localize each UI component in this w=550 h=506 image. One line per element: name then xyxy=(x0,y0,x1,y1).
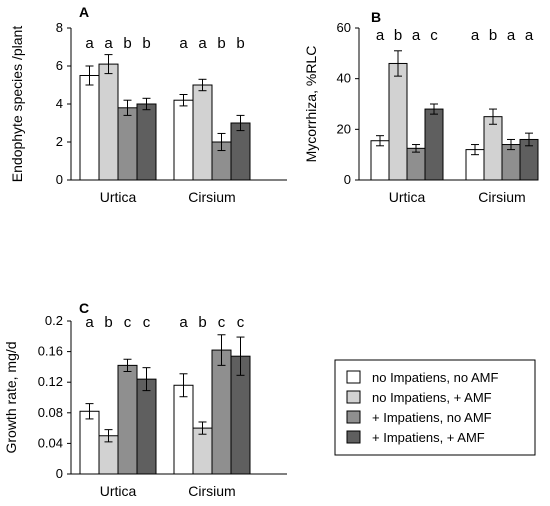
y-axis-label: Mycorrhiza, %RLC xyxy=(303,46,319,163)
significance-letter: a xyxy=(104,35,113,52)
x-category-label: Cirsium xyxy=(188,483,235,499)
bar xyxy=(136,378,157,475)
y-tick-label: 0.16 xyxy=(38,344,63,359)
legend-box xyxy=(334,359,536,456)
panel-label: B xyxy=(371,9,381,25)
significance-letter: b xyxy=(489,27,497,44)
significance-letter: a xyxy=(85,35,94,52)
legend-entry: no Impatiens, + AMF xyxy=(372,390,492,405)
x-category-label: Urtica xyxy=(100,483,137,499)
panel-label: A xyxy=(79,4,89,20)
bar xyxy=(173,99,194,181)
y-tick-label: 40 xyxy=(337,71,351,86)
y-tick-label: 0.08 xyxy=(38,405,63,420)
y-tick-label: 0.2 xyxy=(45,313,63,328)
bar xyxy=(98,63,119,181)
bar xyxy=(79,75,100,181)
y-tick-label: 0.04 xyxy=(38,435,63,450)
y-tick-label: 0.12 xyxy=(38,374,63,389)
y-tick-label: 0 xyxy=(56,172,63,187)
y-tick-label: 6 xyxy=(56,58,63,73)
significance-letter: a xyxy=(179,314,188,331)
significance-letter: b xyxy=(142,35,150,52)
significance-letter: a xyxy=(471,27,480,44)
legend-swatch xyxy=(346,370,361,384)
significance-letter: c xyxy=(143,314,151,331)
bar xyxy=(424,108,444,181)
legend-swatch xyxy=(346,430,361,444)
bar xyxy=(173,384,194,475)
y-tick-label: 0 xyxy=(344,172,351,187)
y-tick-label: 20 xyxy=(337,121,351,136)
significance-letter: a xyxy=(525,27,534,44)
y-tick-label: 2 xyxy=(56,134,63,149)
legend-entry: no Impatiens, no AMF xyxy=(372,370,499,385)
significance-letter: c xyxy=(430,27,438,44)
bar xyxy=(406,147,426,181)
bar xyxy=(211,349,232,475)
significance-letter: b xyxy=(198,314,206,331)
y-axis-label: Growth rate, mg/d xyxy=(3,341,19,453)
significance-letter: b xyxy=(236,35,244,52)
bar xyxy=(230,122,251,181)
y-tick-label: 0 xyxy=(56,466,63,481)
significance-letter: a xyxy=(412,27,421,44)
significance-letter: a xyxy=(179,35,188,52)
x-category-label: Cirsium xyxy=(478,189,525,205)
x-category-label: Urtica xyxy=(100,189,137,205)
significance-letter: b xyxy=(123,35,131,52)
significance-letter: b xyxy=(217,35,225,52)
y-axis-label: Endophyte species /plant xyxy=(9,26,25,183)
significance-letter: b xyxy=(104,314,112,331)
significance-letter: a xyxy=(507,27,516,44)
significance-letter: a xyxy=(198,35,207,52)
y-tick-label: 4 xyxy=(56,96,63,111)
legend-entry: + Impatiens, + AMF xyxy=(372,430,485,445)
bar xyxy=(192,84,213,181)
significance-letter: a xyxy=(376,27,385,44)
significance-letter: c xyxy=(237,314,245,331)
bar xyxy=(79,410,100,475)
legend: no Impatiens, no AMF no Impatiens, + AMF +… xyxy=(346,370,499,445)
significance-letter: c xyxy=(218,314,226,331)
legend-swatch xyxy=(346,410,361,424)
bar xyxy=(117,107,138,181)
panel-label: C xyxy=(79,300,89,316)
legend-entry: + Impatiens, no AMF xyxy=(372,410,492,425)
significance-letter: a xyxy=(85,314,94,331)
y-tick-label: 8 xyxy=(56,20,63,35)
x-category-label: Urtica xyxy=(389,189,426,205)
significance-letter: b xyxy=(394,27,402,44)
bar xyxy=(136,103,157,181)
bar xyxy=(483,116,503,181)
y-tick-label: 60 xyxy=(337,20,351,35)
bar xyxy=(192,427,213,475)
significance-letter: c xyxy=(124,314,132,331)
legend-swatch xyxy=(346,390,361,404)
bar xyxy=(370,140,390,181)
x-category-label: Cirsium xyxy=(188,189,235,205)
bar xyxy=(388,62,408,181)
bar xyxy=(117,364,138,475)
